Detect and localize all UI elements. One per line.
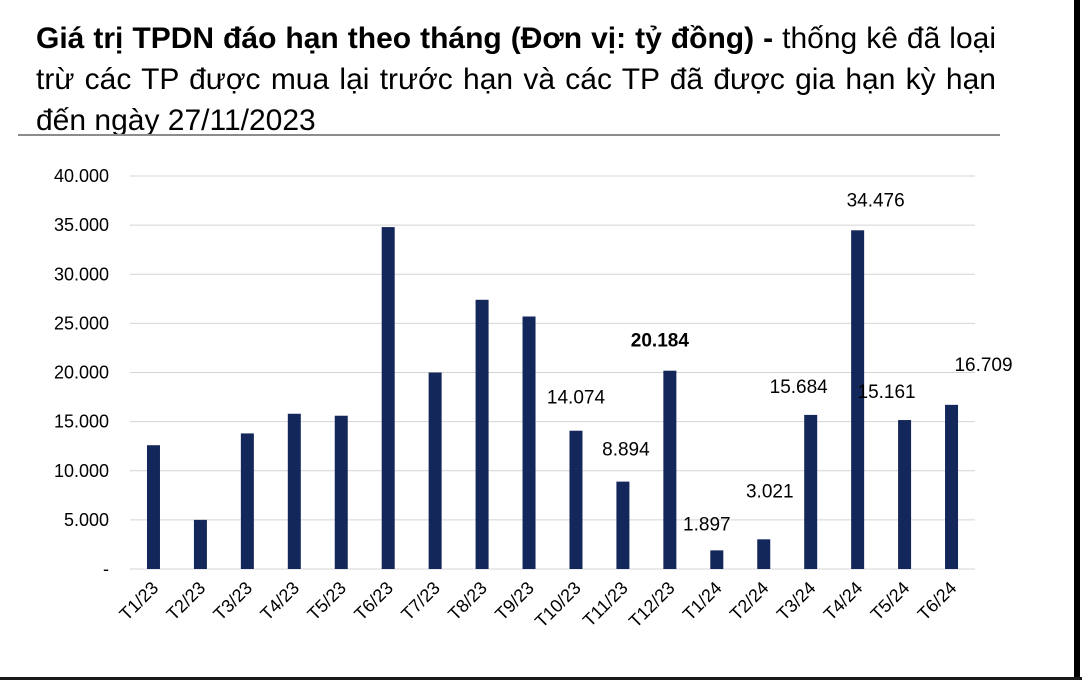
bar-t9-23 <box>522 316 536 569</box>
header-title-rest: thống kê đã loại trừ các TP được mua lại… <box>36 22 996 137</box>
bar-t2-24 <box>757 539 771 569</box>
x-axis-ticks: T1/23 T2/23 T3/23 T4/23 T5/23 T6/23 T7/23 T8/23… <box>116 578 961 632</box>
bar-t8-23 <box>475 299 489 569</box>
x-tick-label: T12/23 <box>625 578 679 632</box>
bar-t5-23 <box>334 415 348 569</box>
x-tick-label: T1/24 <box>679 578 726 625</box>
bar-t2-23 <box>193 519 207 569</box>
header-divider <box>18 134 1000 136</box>
data-label: 34.476 <box>847 190 905 211</box>
y-tick-label: 40.000 <box>54 166 109 186</box>
bar-t1-24 <box>710 550 724 569</box>
x-tick-label: T10/23 <box>531 578 585 632</box>
y-tick-label: 15.000 <box>54 412 109 432</box>
y-tick-label: 35.000 <box>54 215 109 235</box>
data-label: 15.161 <box>858 382 916 403</box>
y-tick-label: 20.000 <box>54 363 109 383</box>
bar-t6-24 <box>945 404 959 569</box>
x-tick-label: T11/23 <box>579 578 632 631</box>
bar-t5-24 <box>898 420 912 569</box>
x-tick-label: T8/23 <box>444 578 491 625</box>
data-label: 16.709 <box>954 355 1012 376</box>
y-tick-label: 30.000 <box>54 264 109 284</box>
x-tick-label: T5/24 <box>867 578 914 625</box>
data-label: 8.894 <box>602 440 650 461</box>
data-label: 14.074 <box>547 388 606 409</box>
bar-t4-23 <box>287 413 301 569</box>
x-tick-label: T3/23 <box>209 578 256 625</box>
bar-t4-24 <box>851 230 865 569</box>
x-tick-label: T3/24 <box>773 578 820 625</box>
x-tick-label: T2/23 <box>163 578 210 625</box>
x-tick-label: T7/23 <box>397 578 444 625</box>
header-title-bold: Giá trị TPDN đáo hạn theo tháng (Đơn vị:… <box>36 22 774 55</box>
window-frame-edge <box>1074 0 1080 680</box>
bar-t6-23 <box>381 227 395 569</box>
x-tick-label: T1/23 <box>116 578 163 625</box>
bar-t7-23 <box>428 372 442 569</box>
x-tick-label: T4/23 <box>256 578 303 625</box>
x-tick-label: T6/24 <box>914 578 961 625</box>
bar-t1-23 <box>146 445 160 569</box>
bar-t10-23 <box>569 430 583 569</box>
data-label: 15.684 <box>770 377 829 398</box>
data-label: 20.184 <box>631 331 690 352</box>
chart-header: Giá trị TPDN đáo hạn theo tháng (Đơn vị:… <box>36 18 996 141</box>
x-tick-label: T5/23 <box>303 578 350 625</box>
y-tick-label: 5.000 <box>64 510 109 530</box>
bar-t11-23 <box>616 481 630 569</box>
data-label: 1.897 <box>683 514 731 535</box>
y-tick-label: 25.000 <box>54 313 109 333</box>
x-tick-label: T2/24 <box>726 578 773 625</box>
bar-t3-24 <box>804 414 818 569</box>
gridlines <box>130 175 975 570</box>
data-labels: 14.074 8.894 20.184 1.897 3.021 15.684 34.476 1… <box>547 190 1013 535</box>
bar-t3-23 <box>240 433 254 569</box>
y-axis-ticks: - 5.000 10.000 15.000 20.000 25.000 30.000 35.0… <box>54 166 109 579</box>
y-tick-label: 10.000 <box>54 461 109 481</box>
x-tick-label: T4/24 <box>820 578 867 625</box>
y-tick-label: - <box>103 559 109 579</box>
bar-t12-23 <box>663 370 677 569</box>
data-label: 3.021 <box>746 481 794 502</box>
x-tick-label: T6/23 <box>350 578 397 625</box>
window-frame-bottom <box>0 677 1082 680</box>
bars <box>146 227 959 569</box>
